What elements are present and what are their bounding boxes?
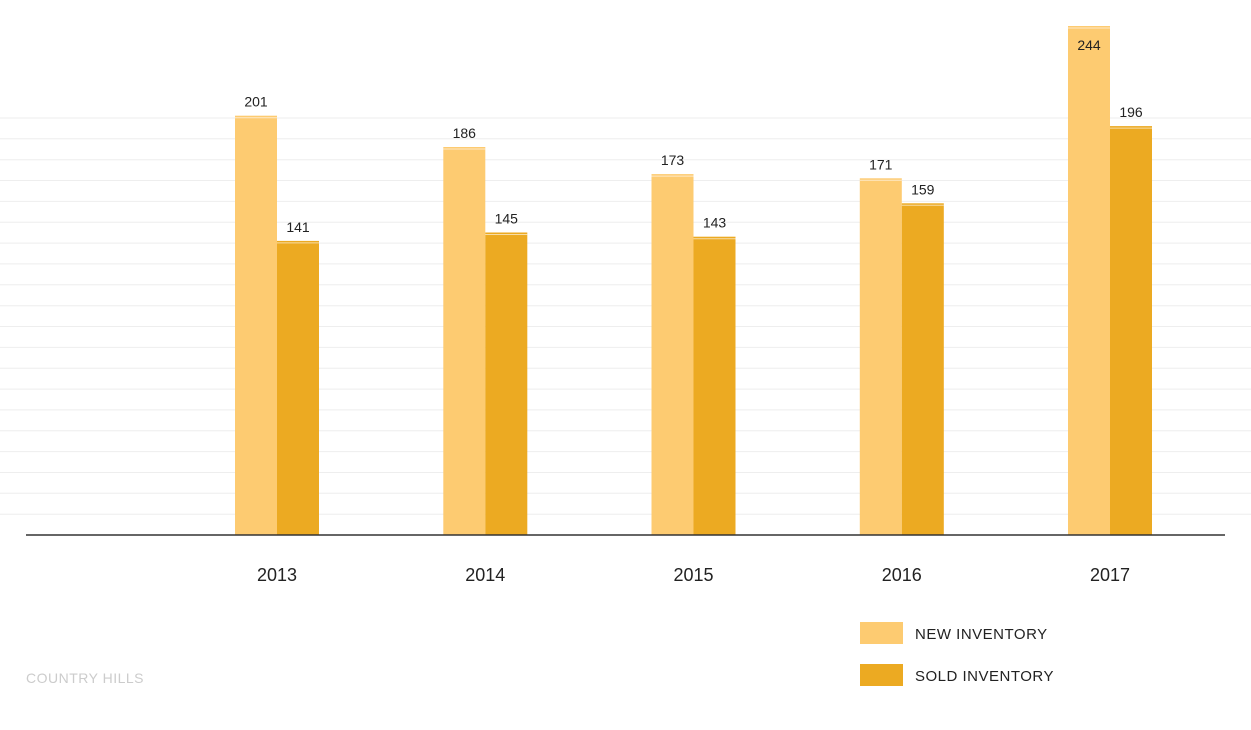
- legend-label-sold: SOLD INVENTORY: [915, 668, 1054, 685]
- data-label-sold-2014: 145: [495, 211, 519, 227]
- bar-new-2015: [651, 174, 694, 535]
- x-tick-label-2015: 2015: [673, 565, 713, 585]
- x-tick-labels: 2013 2014 2015 2016 2017: [257, 565, 1130, 585]
- footer-label: COUNTRY HILLS: [26, 670, 145, 686]
- data-label-new-2017: 244: [1077, 37, 1101, 53]
- data-label-sold-2013: 141: [286, 219, 310, 235]
- legend-swatch-sold: [860, 664, 903, 686]
- bar-sold-2015: [693, 236, 736, 535]
- x-tick-label-2017: 2017: [1090, 565, 1130, 585]
- legend-swatch-new: [860, 622, 903, 644]
- data-label-sold-2016: 159: [911, 181, 935, 197]
- bar-new-2014: [443, 147, 486, 535]
- data-label-new-2016: 171: [869, 156, 893, 172]
- bars: [235, 26, 1152, 536]
- legend-label-new: NEW INVENTORY: [915, 626, 1048, 643]
- data-labels: 201 141 186 145 173 143 171 159 244 196: [244, 37, 1143, 235]
- data-label-sold-2015: 143: [703, 215, 727, 231]
- bar-sold-2016: [901, 203, 944, 536]
- data-label-new-2014: 186: [453, 125, 477, 141]
- legend: NEW INVENTORY SOLD INVENTORY: [860, 622, 1054, 686]
- bar-new-2017: [1068, 26, 1110, 535]
- x-tick-label-2013: 2013: [257, 565, 297, 585]
- data-label-new-2015: 173: [661, 152, 685, 168]
- bar-sold-2017: [1110, 126, 1152, 535]
- bar-sold-2014: [485, 232, 528, 535]
- data-label-sold-2017: 196: [1119, 104, 1143, 120]
- x-tick-label-2016: 2016: [882, 565, 922, 585]
- bar-new-2016: [859, 178, 902, 536]
- bar-sold-2013: [277, 240, 319, 535]
- grid-lines: [0, 117, 1251, 515]
- x-tick-label-2014: 2014: [465, 565, 505, 585]
- bar-new-2013: [235, 115, 277, 535]
- data-label-new-2013: 201: [244, 94, 268, 110]
